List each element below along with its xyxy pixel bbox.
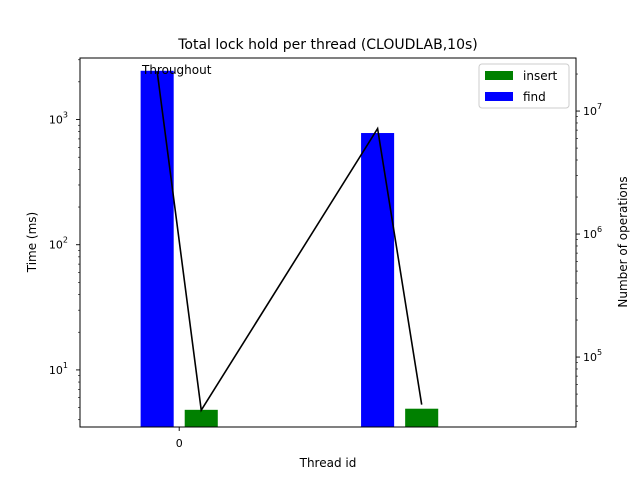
throughput-line [156,71,423,413]
y-axis-tick-label: 102 [49,236,68,252]
legend-swatch-find [485,92,513,101]
y2-axis-tick-base: 10 [583,228,597,241]
y-axis-tick-exponent: 3 [63,111,68,120]
y2-axis-tick-label: 106 [583,225,602,241]
x-axis-tick-label: 0 [176,437,183,450]
y2-axis-tick-label: 105 [583,348,602,364]
y2-axis-tick-base: 10 [583,105,597,118]
legend: insert find [478,63,570,109]
plot-frame [79,57,577,428]
y-axis-tick-exponent: 1 [63,361,68,370]
y2-axis-tick-label: 107 [583,102,602,118]
legend-label-insert: insert [523,69,558,83]
bars-layer [140,70,439,427]
y2-axis-label: Number of operations [616,176,630,307]
y-axis-label: Time (ms) [25,212,39,274]
throughput-annotation: Throughout [141,63,212,77]
y-axis-tick-label: 101 [49,361,68,377]
y2-axis-tick-exponent: 5 [597,348,602,357]
y-axis-tick-base: 10 [49,239,63,252]
throughput-line-layer [156,71,423,413]
bar-insert-1 [405,408,439,427]
chart-title: Total lock hold per thread (CLOUDLAB,10s… [177,37,477,53]
y-axis-tick-base: 10 [49,114,63,127]
bar-insert-0 [184,409,218,427]
y-axis-tick-exponent: 2 [63,236,68,245]
bar-find-0 [140,70,174,427]
y-axis-tick-base: 10 [49,364,63,377]
y2-axis-tick-base: 10 [583,351,597,364]
bar-find-1 [361,133,395,427]
x-axis-label: Thread id [299,456,357,470]
legend-swatch-insert [485,71,513,80]
y2-axis-tick-exponent: 7 [597,102,602,111]
legend-label-find: find [523,90,546,104]
y-axis-tick-label: 103 [49,111,68,127]
y2-axis-tick-exponent: 6 [597,225,602,234]
